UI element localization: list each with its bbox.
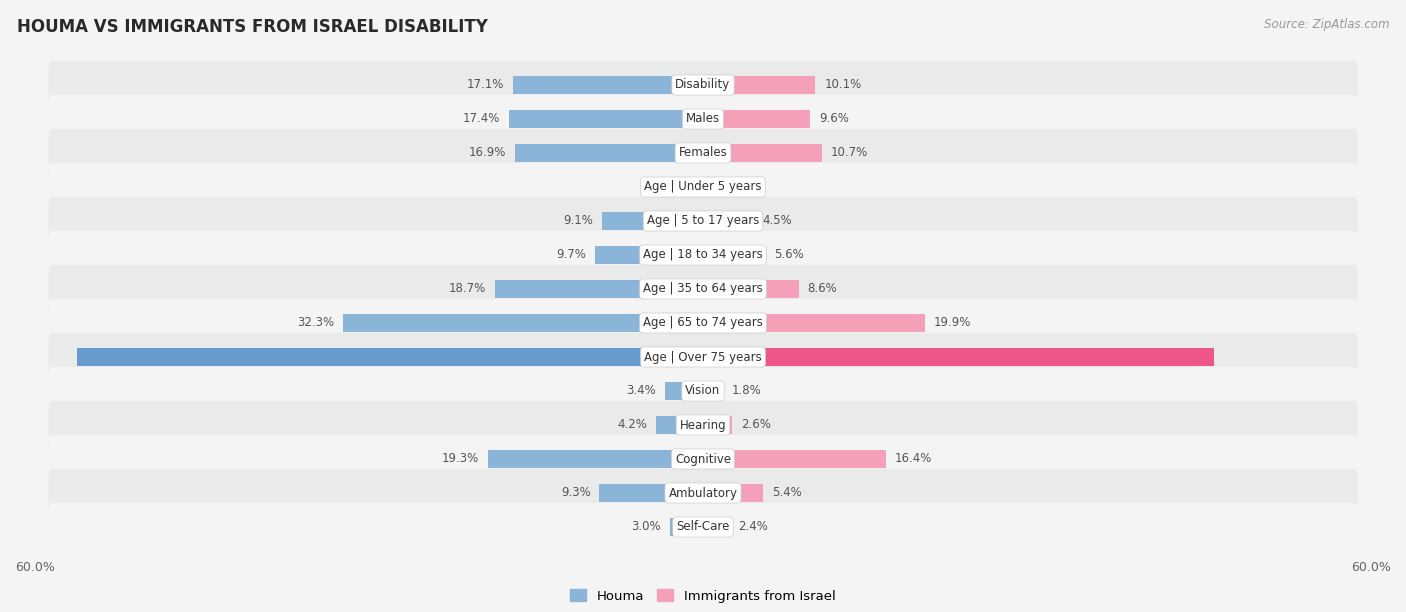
- FancyBboxPatch shape: [49, 469, 1357, 517]
- Text: 5.6%: 5.6%: [775, 248, 804, 261]
- Text: 19.3%: 19.3%: [441, 452, 479, 466]
- Text: Age | 65 to 74 years: Age | 65 to 74 years: [643, 316, 763, 329]
- Text: Age | 5 to 17 years: Age | 5 to 17 years: [647, 214, 759, 228]
- Text: 9.1%: 9.1%: [562, 214, 593, 228]
- Bar: [703, 416, 733, 434]
- Text: 0.96%: 0.96%: [723, 181, 759, 193]
- FancyBboxPatch shape: [49, 129, 1357, 177]
- Text: 56.2%: 56.2%: [681, 351, 721, 364]
- Bar: [703, 76, 815, 94]
- FancyBboxPatch shape: [49, 503, 1357, 551]
- Text: 17.4%: 17.4%: [463, 113, 501, 125]
- Bar: [77, 348, 703, 366]
- Bar: [703, 178, 714, 196]
- Text: 1.8%: 1.8%: [733, 384, 762, 398]
- Bar: [703, 144, 823, 162]
- Text: Ambulatory: Ambulatory: [668, 487, 738, 499]
- FancyBboxPatch shape: [49, 265, 1357, 313]
- Text: 45.9%: 45.9%: [685, 351, 725, 364]
- FancyBboxPatch shape: [49, 299, 1357, 347]
- Bar: [703, 110, 810, 128]
- Bar: [595, 246, 703, 264]
- Text: 3.4%: 3.4%: [627, 384, 657, 398]
- Bar: [515, 144, 703, 162]
- Text: Age | 35 to 64 years: Age | 35 to 64 years: [643, 283, 763, 296]
- Bar: [703, 484, 763, 502]
- Text: 3.0%: 3.0%: [631, 520, 661, 534]
- Bar: [488, 450, 703, 468]
- FancyBboxPatch shape: [49, 95, 1357, 143]
- Text: Males: Males: [686, 113, 720, 125]
- FancyBboxPatch shape: [49, 197, 1357, 245]
- Text: 8.6%: 8.6%: [807, 283, 838, 296]
- Text: 9.3%: 9.3%: [561, 487, 591, 499]
- Text: Age | Under 5 years: Age | Under 5 years: [644, 181, 762, 193]
- Text: Self-Care: Self-Care: [676, 520, 730, 534]
- Text: 9.6%: 9.6%: [818, 113, 849, 125]
- Text: 4.5%: 4.5%: [762, 214, 792, 228]
- FancyBboxPatch shape: [49, 367, 1357, 415]
- Text: 1.9%: 1.9%: [643, 181, 673, 193]
- Bar: [703, 382, 723, 400]
- Text: 9.7%: 9.7%: [557, 248, 586, 261]
- FancyBboxPatch shape: [49, 435, 1357, 483]
- Text: Disability: Disability: [675, 78, 731, 92]
- Text: Hearing: Hearing: [679, 419, 727, 431]
- Bar: [682, 178, 703, 196]
- Bar: [703, 246, 765, 264]
- FancyBboxPatch shape: [49, 333, 1357, 381]
- Text: 10.1%: 10.1%: [824, 78, 862, 92]
- Bar: [703, 212, 754, 230]
- Bar: [703, 348, 1213, 366]
- Text: HOUMA VS IMMIGRANTS FROM ISRAEL DISABILITY: HOUMA VS IMMIGRANTS FROM ISRAEL DISABILI…: [17, 18, 488, 36]
- Bar: [657, 416, 703, 434]
- Text: Cognitive: Cognitive: [675, 452, 731, 466]
- FancyBboxPatch shape: [49, 163, 1357, 211]
- Text: 5.4%: 5.4%: [772, 487, 801, 499]
- Text: 19.9%: 19.9%: [934, 316, 970, 329]
- Legend: Houma, Immigrants from Israel: Houma, Immigrants from Israel: [565, 584, 841, 608]
- FancyBboxPatch shape: [49, 231, 1357, 279]
- FancyBboxPatch shape: [49, 61, 1357, 109]
- Text: Age | Over 75 years: Age | Over 75 years: [644, 351, 762, 364]
- Text: Females: Females: [679, 146, 727, 160]
- Text: 16.4%: 16.4%: [894, 452, 932, 466]
- FancyBboxPatch shape: [49, 401, 1357, 449]
- Bar: [602, 212, 703, 230]
- Text: 17.1%: 17.1%: [467, 78, 503, 92]
- Bar: [703, 518, 730, 536]
- Text: 32.3%: 32.3%: [298, 316, 335, 329]
- Bar: [703, 280, 799, 298]
- Text: 10.7%: 10.7%: [831, 146, 869, 160]
- Bar: [343, 314, 703, 332]
- Bar: [495, 280, 703, 298]
- Text: 2.6%: 2.6%: [741, 419, 770, 431]
- Bar: [669, 518, 703, 536]
- Text: 4.2%: 4.2%: [617, 419, 647, 431]
- Bar: [703, 450, 886, 468]
- Text: 16.9%: 16.9%: [468, 146, 506, 160]
- Bar: [665, 382, 703, 400]
- Text: 18.7%: 18.7%: [449, 283, 486, 296]
- Text: 2.4%: 2.4%: [738, 520, 769, 534]
- Bar: [703, 314, 925, 332]
- Bar: [509, 110, 703, 128]
- Text: Source: ZipAtlas.com: Source: ZipAtlas.com: [1264, 18, 1389, 31]
- Bar: [513, 76, 703, 94]
- Text: Vision: Vision: [685, 384, 721, 398]
- Text: Age | 18 to 34 years: Age | 18 to 34 years: [643, 248, 763, 261]
- Bar: [599, 484, 703, 502]
